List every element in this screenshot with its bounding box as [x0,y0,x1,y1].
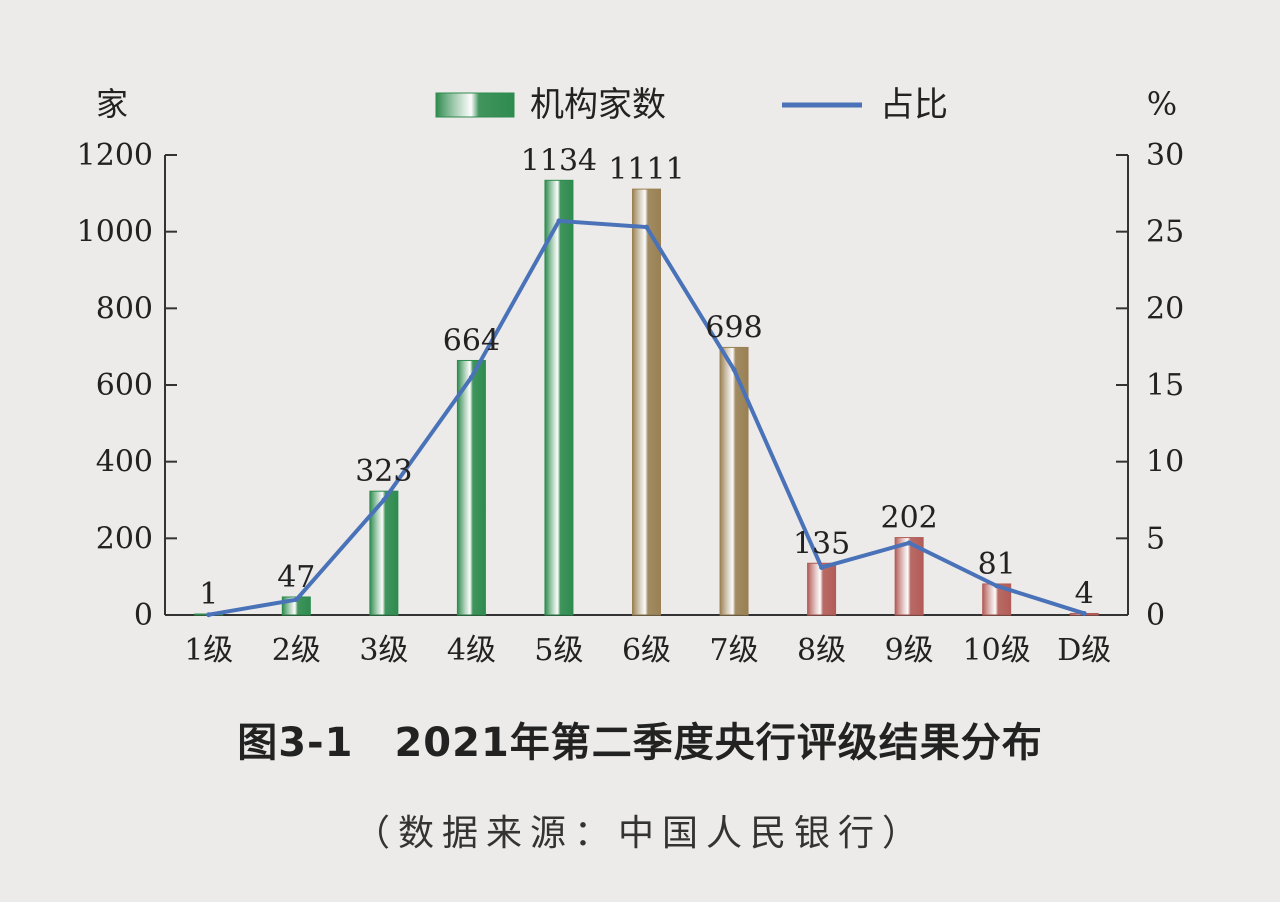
share-point [381,497,387,503]
share-point [206,612,212,618]
bar [632,188,661,616]
bars [194,179,1099,616]
left-tick-label: 800 [96,291,153,326]
share-point [468,374,474,380]
bar-value-label: 698 [705,310,762,345]
share-point [293,597,299,603]
bar-value-label: 323 [355,454,412,489]
left-tick-label: 1000 [77,215,153,250]
right-tick-label: 20 [1146,291,1184,326]
right-tick-label: 30 [1146,138,1184,173]
bar-value-label: 1111 [608,152,684,187]
right-tick-label: 0 [1146,598,1165,633]
bar [456,359,486,616]
bar-value-label: 1134 [521,143,597,178]
category-label: 10级 [963,633,1031,668]
left-tick-label: 0 [134,598,153,633]
bar-value-label: 664 [443,323,500,358]
chart-svg: 0 200 400 600 800 1000 1200 0 5 10 15 20 25 30 家 % 1级 2级 3… [77,85,1185,668]
share-point [819,564,825,570]
bar-value-label: 135 [793,526,850,561]
left-unit-label: 家 [96,85,128,123]
bar-value-label: 1 [199,577,218,612]
bar-value-label: 81 [978,547,1016,582]
category-label: 8级 [797,633,846,668]
bar-value-label: 47 [277,560,315,595]
bar [544,179,574,616]
bar-value-label: 4 [1075,576,1094,611]
right-tick-label: 15 [1146,368,1184,403]
share-point [556,218,562,224]
share-point [906,540,912,546]
bar-value-label: 202 [881,501,938,536]
category-label: 9级 [885,633,934,668]
line-series [206,218,1087,618]
category-label: 2级 [272,633,321,668]
share-point [731,367,737,373]
chart-title: 图3-1 2021年第二季度央行评级结果分布 [237,720,1043,766]
category-label: 6级 [622,633,671,668]
right-tick-label: 10 [1146,445,1184,480]
category-label: 5级 [534,633,583,668]
right-tick-label: 25 [1146,215,1184,250]
legend-bar-swatch [435,92,515,118]
chart-source: （数据来源：中国人民银行） [353,813,926,854]
left-tick-label: 200 [96,521,153,556]
legend-bar-label: 机构家数 [530,85,666,125]
share-point [644,224,649,230]
bar [807,562,837,616]
left-tick-label: 600 [96,368,153,403]
axes: 0 200 400 600 800 1000 1200 0 5 10 15 20 25 30 家 % 1级 2级 3… [77,85,1185,668]
category-label: 3级 [359,633,408,668]
legend-line-label: 占比 [880,85,948,125]
right-tick-label: 5 [1146,521,1165,556]
right-unit-label: % [1147,85,1177,123]
left-tick-label: 1200 [77,138,153,173]
bar [894,537,924,616]
category-label: 7级 [709,633,758,668]
category-label: D级 [1057,633,1111,668]
data-labels: 1 47 323 664 1134 1111 698 135 202 81 4 [199,143,1094,612]
left-tick-label: 400 [96,445,153,480]
legend: 机构家数 占比 [435,85,948,125]
share-point [1081,610,1087,616]
category-label: 1级 [184,633,233,668]
share-point [994,583,1000,589]
category-label: 4级 [447,633,496,668]
